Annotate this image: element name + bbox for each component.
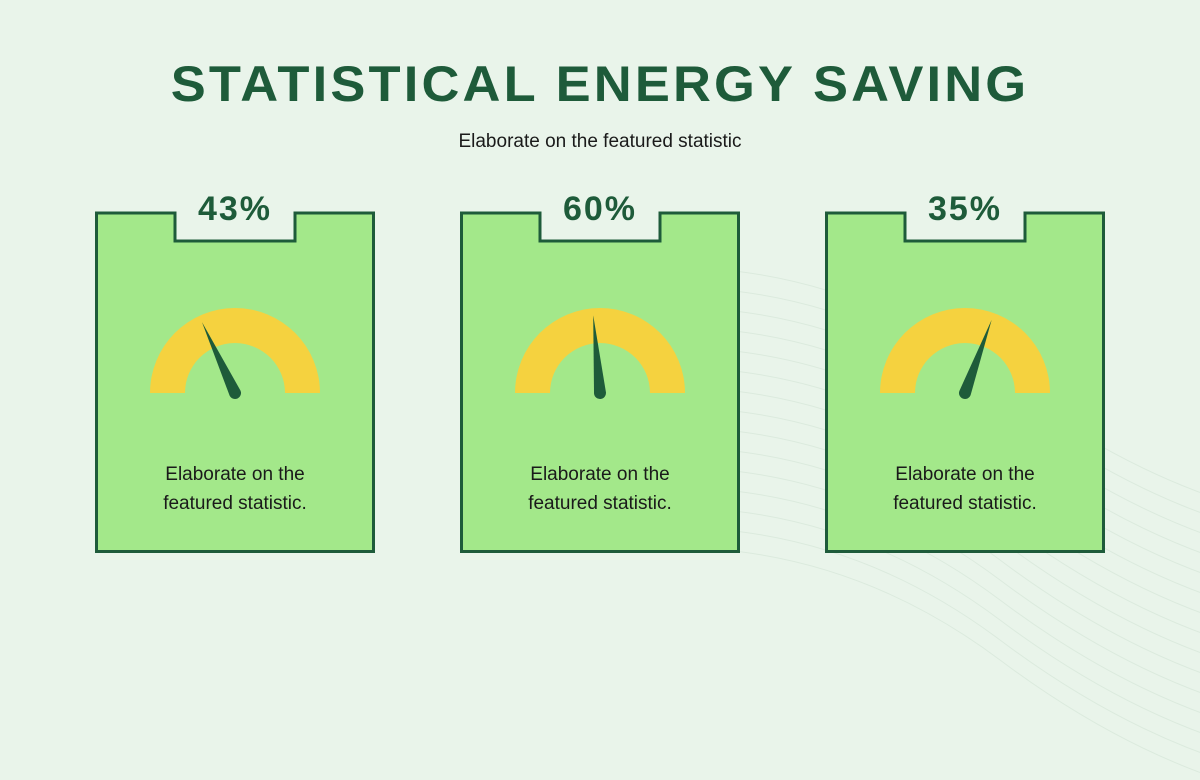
gauge (505, 288, 695, 408)
cards-row: 43% Elaborate on the featured statistic.… (0, 198, 1200, 553)
page-title: Statistical Energy Saving (0, 0, 1200, 113)
stat-card: 43% Elaborate on the featured statistic. (95, 198, 375, 553)
card-caption: Elaborate on the featured statistic. (95, 461, 375, 518)
percent-label: 35% (928, 190, 1002, 229)
page-subtitle: Elaborate on the featured statistic (0, 131, 1200, 153)
percent-label: 43% (198, 190, 272, 229)
stat-card: 60% Elaborate on the featured statistic. (460, 198, 740, 553)
percent-label: 60% (563, 190, 637, 229)
gauge (870, 288, 1060, 408)
gauge (140, 288, 330, 408)
card-caption: Elaborate on the featured statistic. (460, 461, 740, 518)
stat-card: 35% Elaborate on the featured statistic. (825, 198, 1105, 553)
card-caption: Elaborate on the featured statistic. (825, 461, 1105, 518)
